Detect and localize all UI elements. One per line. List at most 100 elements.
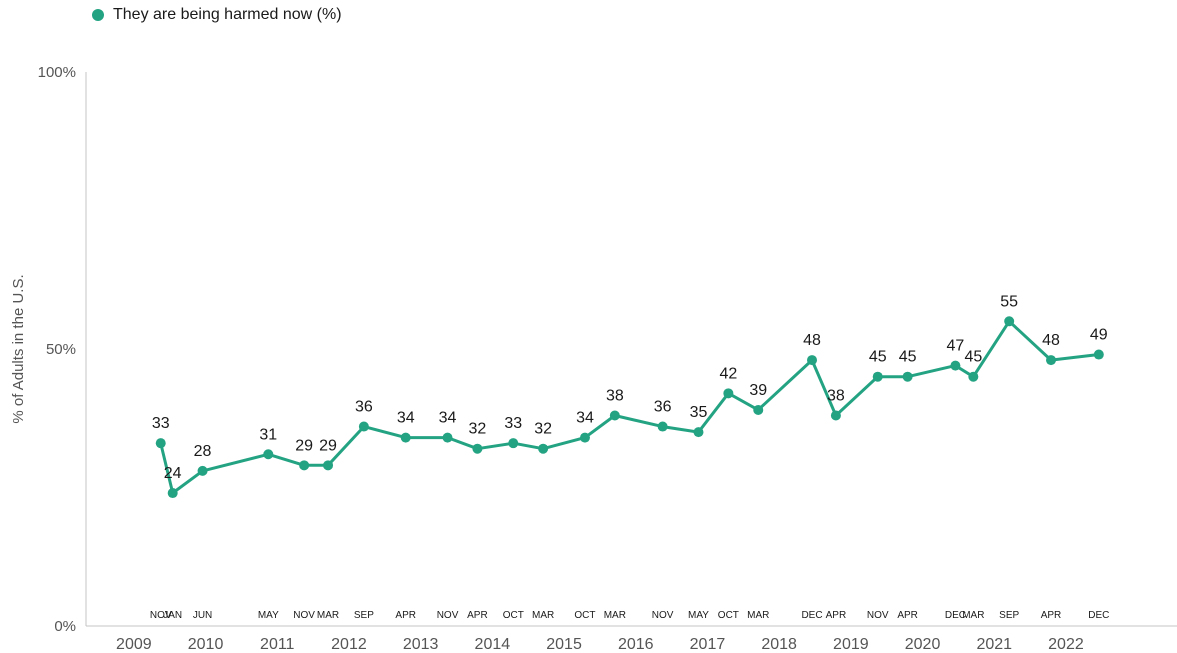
data-point bbox=[902, 371, 913, 382]
data-label: 32 bbox=[469, 421, 487, 438]
data-point bbox=[358, 421, 369, 432]
data-label: 45 bbox=[869, 349, 887, 366]
month-label: APR bbox=[467, 610, 488, 621]
data-label: 49 bbox=[1090, 327, 1108, 344]
data-label: 39 bbox=[749, 382, 767, 399]
x-tick-label: 2015 bbox=[546, 636, 582, 653]
x-tick-label: 2017 bbox=[690, 636, 726, 653]
data-label: 55 bbox=[1000, 293, 1018, 310]
data-point bbox=[155, 438, 166, 449]
month-label: MAR bbox=[962, 610, 984, 621]
data-label: 38 bbox=[827, 387, 845, 404]
data-point bbox=[508, 438, 519, 449]
data-point bbox=[299, 460, 310, 471]
month-label: DEC bbox=[801, 610, 822, 621]
data-point bbox=[753, 404, 764, 415]
data-label: 36 bbox=[355, 399, 373, 416]
data-label: 34 bbox=[439, 410, 457, 427]
x-tick-label: 2012 bbox=[331, 636, 367, 653]
data-point bbox=[609, 410, 620, 421]
x-tick-label: 2011 bbox=[260, 636, 295, 653]
data-point bbox=[807, 355, 818, 366]
x-tick-label: 2020 bbox=[905, 636, 941, 653]
data-label: 24 bbox=[164, 465, 182, 482]
y-tick-label: 0% bbox=[54, 618, 76, 635]
data-point bbox=[1093, 349, 1104, 360]
legend-dot-icon bbox=[92, 9, 104, 21]
x-tick-label: 2010 bbox=[188, 636, 224, 653]
data-point bbox=[579, 432, 590, 443]
x-tick-label: 2009 bbox=[116, 636, 152, 653]
data-label: 31 bbox=[259, 426, 277, 443]
data-label: 33 bbox=[504, 415, 522, 432]
month-label: SEP bbox=[354, 610, 374, 621]
data-label: 33 bbox=[152, 415, 170, 432]
month-label: APR bbox=[897, 610, 918, 621]
data-point bbox=[723, 388, 734, 399]
data-label: 32 bbox=[534, 421, 552, 438]
data-point bbox=[197, 465, 208, 476]
data-label: 36 bbox=[654, 399, 672, 416]
data-point bbox=[263, 449, 274, 460]
data-label: 29 bbox=[295, 437, 313, 454]
data-point bbox=[657, 421, 668, 432]
data-point bbox=[472, 443, 483, 454]
data-point bbox=[442, 432, 453, 443]
month-label: MAY bbox=[688, 610, 709, 621]
month-label: OCT bbox=[503, 610, 524, 621]
month-label: APR bbox=[1041, 610, 1062, 621]
y-tick-label: 100% bbox=[38, 64, 76, 81]
month-label: SEP bbox=[999, 610, 1019, 621]
month-label: OCT bbox=[718, 610, 739, 621]
data-point bbox=[1004, 316, 1015, 327]
x-tick-label: 2016 bbox=[618, 636, 654, 653]
month-label: APR bbox=[826, 610, 847, 621]
data-point bbox=[830, 410, 841, 421]
month-label: OCT bbox=[574, 610, 595, 621]
month-label: MAR bbox=[532, 610, 554, 621]
y-tick-label: 50% bbox=[46, 341, 76, 358]
data-label: 34 bbox=[397, 410, 415, 427]
legend-label: They are being harmed now (%) bbox=[113, 6, 342, 23]
data-label: 28 bbox=[194, 443, 212, 460]
data-label: 29 bbox=[319, 437, 337, 454]
month-label: NOV bbox=[867, 610, 889, 621]
data-point bbox=[693, 427, 704, 438]
data-label: 42 bbox=[719, 365, 737, 382]
data-label: 47 bbox=[947, 338, 965, 355]
data-point bbox=[400, 432, 411, 443]
month-label: MAR bbox=[747, 610, 769, 621]
month-label: APR bbox=[395, 610, 416, 621]
x-tick-label: 2013 bbox=[403, 636, 439, 653]
data-label: 45 bbox=[964, 349, 982, 366]
month-label: MAR bbox=[604, 610, 626, 621]
legend: They are being harmed now (%) bbox=[92, 6, 342, 24]
data-point bbox=[1046, 355, 1057, 366]
x-tick-label: 2021 bbox=[976, 636, 1012, 653]
month-label: DEC bbox=[945, 610, 966, 621]
data-label: 45 bbox=[899, 349, 917, 366]
month-label: JAN bbox=[163, 610, 182, 621]
x-tick-label: 2018 bbox=[761, 636, 797, 653]
month-label: NOV bbox=[293, 610, 315, 621]
x-tick-label: 2022 bbox=[1048, 636, 1084, 653]
data-point bbox=[323, 460, 334, 471]
data-label: 48 bbox=[803, 332, 821, 349]
x-tick-label: 2019 bbox=[833, 636, 869, 653]
data-label: 35 bbox=[690, 404, 708, 421]
data-label: 38 bbox=[606, 387, 624, 404]
data-point bbox=[538, 443, 549, 454]
month-label: DEC bbox=[1088, 610, 1109, 621]
data-label: 34 bbox=[576, 410, 594, 427]
month-label: NOV bbox=[652, 610, 674, 621]
data-point bbox=[950, 360, 961, 371]
data-label: 48 bbox=[1042, 332, 1060, 349]
month-label: MAR bbox=[317, 610, 339, 621]
data-point bbox=[167, 488, 178, 499]
data-point bbox=[872, 371, 883, 382]
month-label: NOV bbox=[437, 610, 459, 621]
y-axis-title: % of Adults in the U.S. bbox=[10, 274, 27, 423]
data-point bbox=[968, 371, 979, 382]
month-label: JUN bbox=[193, 610, 212, 621]
